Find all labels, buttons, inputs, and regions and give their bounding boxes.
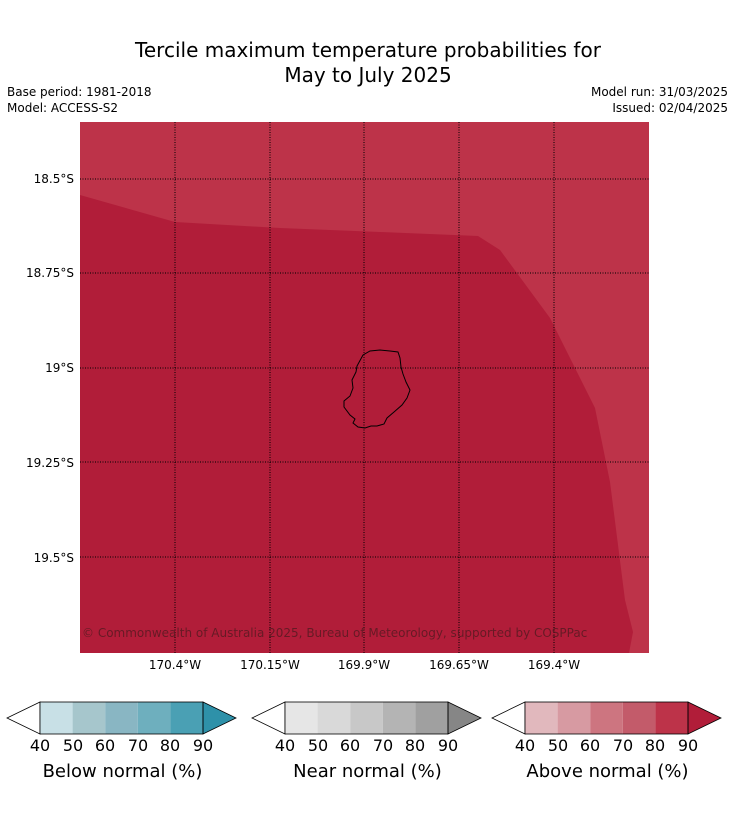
lon-label-169-4: 169.4°W	[527, 658, 581, 672]
niue-island-outline	[343, 349, 411, 429]
lon-label-169-9: 169.9°W	[337, 658, 391, 672]
colorbar-bin	[72, 702, 106, 734]
colorbar-below	[6, 701, 237, 735]
colorbar-bin	[655, 702, 688, 734]
colorbar-bin	[170, 702, 203, 734]
colorbar-bin	[415, 702, 448, 734]
lat-label-19: 19°S	[45, 361, 74, 375]
colorbar-bin	[382, 702, 416, 734]
legend-above-normal	[490, 700, 725, 800]
colorbar-bin	[590, 702, 623, 734]
colorbar-bin	[40, 702, 73, 734]
colorbar-outline	[284, 701, 449, 735]
colorbar-bin	[525, 702, 558, 734]
model-run: Model run: 31/03/2025	[590, 85, 728, 99]
tick-label: 90	[677, 736, 699, 755]
tick-label: 80	[644, 736, 666, 755]
colorbar-extension-low	[491, 701, 526, 735]
colorbar-outline	[524, 701, 689, 735]
colorbar-near	[251, 701, 482, 735]
colorbar-extension-high	[202, 701, 237, 735]
tick-label: 80	[159, 736, 181, 755]
tick-label: 60	[579, 736, 601, 755]
map-panel	[80, 122, 649, 653]
tick-label: 50	[307, 736, 329, 755]
legend-below-normal	[5, 700, 240, 800]
colorbar-extension-low	[251, 701, 286, 735]
tick-label: 90	[437, 736, 459, 755]
tick-label: 50	[62, 736, 84, 755]
colorbar-extension-low	[6, 701, 41, 735]
grid-lines	[80, 122, 649, 653]
meta-left: Base period: 1981-2018 Model: ACCESS-S2	[7, 84, 152, 116]
tick-label: 40	[274, 736, 296, 755]
colorbar-bin	[350, 702, 383, 734]
lon-label-170-15: 170.15°W	[240, 658, 300, 672]
tick-label: 70	[612, 736, 634, 755]
colorbar-outline	[39, 701, 204, 735]
issued-date: Issued: 02/04/2025	[612, 101, 728, 115]
colorbar-extension-high	[447, 701, 482, 735]
tick-label: 60	[94, 736, 116, 755]
lat-label-19-5: 19.5°S	[33, 551, 74, 565]
base-period: Base period: 1981-2018	[7, 85, 152, 99]
tick-label: 80	[404, 736, 426, 755]
legend-title-near: Near normal (%)	[293, 761, 442, 782]
tick-label: 40	[514, 736, 536, 755]
legend-title-below: Below normal (%)	[42, 761, 203, 782]
lat-label-18-75: 18.75°S	[26, 266, 74, 280]
tick-label: 70	[372, 736, 394, 755]
title-line-1: Tercile maximum temperature probabilitie…	[135, 38, 601, 62]
legend-title-above: Above normal (%)	[526, 761, 689, 782]
model-name: Model: ACCESS-S2	[7, 101, 119, 115]
tick-label: 70	[127, 736, 149, 755]
map-title: Tercile maximum temperature probabilitie…	[0, 38, 736, 88]
tick-label: 90	[192, 736, 214, 755]
colorbar-bin	[137, 702, 171, 734]
colorbar-bin	[285, 702, 318, 734]
title-line-2: May to July 2025	[284, 63, 452, 87]
meta-right: Model run: 31/03/2025 Issued: 02/04/2025	[591, 84, 728, 116]
tick-label: 40	[29, 736, 51, 755]
colorbar-bin	[557, 702, 591, 734]
tick-label: 60	[339, 736, 361, 755]
colorbar-extension-high	[687, 701, 722, 735]
lat-label-18-5: 18.5°S	[33, 172, 74, 186]
lat-label-19-25: 19.25°S	[26, 456, 74, 470]
tick-label: 50	[547, 736, 569, 755]
legend-near-normal	[250, 700, 485, 800]
colorbar-bin	[317, 702, 351, 734]
map-svg	[80, 122, 649, 653]
lon-label-169-65: 169.65°W	[429, 658, 489, 672]
colorbar-bin	[622, 702, 656, 734]
region-above-90	[80, 195, 633, 653]
colorbar-above	[491, 701, 722, 735]
colorbar-bin	[105, 702, 138, 734]
lon-label-170-4: 170.4°W	[148, 658, 202, 672]
copyright-notice: © Commonwealth of Australia 2025, Bureau…	[82, 626, 588, 640]
